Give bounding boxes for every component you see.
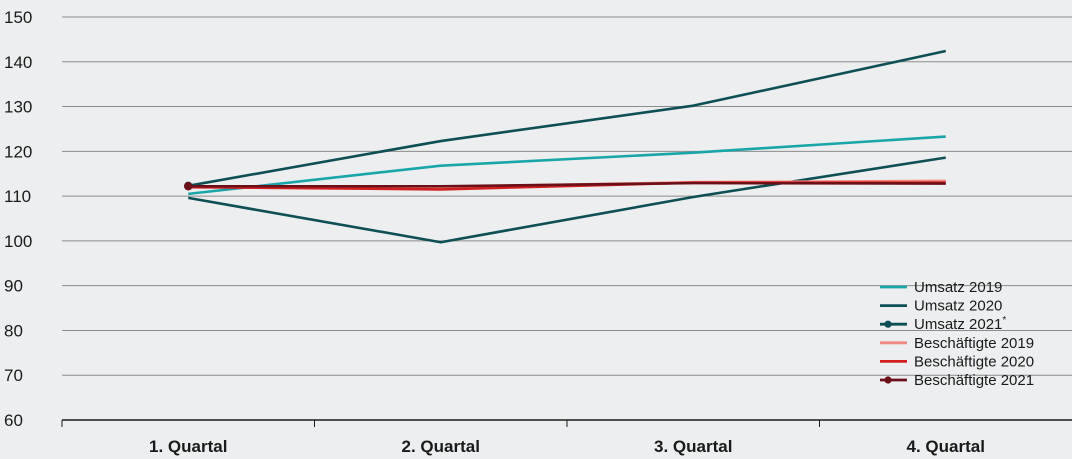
x-tick-label: 4. Quartal (907, 437, 985, 456)
y-axis-ticks: 60 70 80 90 100 110 120 130 140 150 (4, 8, 32, 430)
legend-marker (884, 376, 892, 384)
legend-item: Beschäftigte 2019 (880, 335, 1034, 352)
legend-item: Umsatz 2021* (880, 315, 1006, 333)
series-line-0 (188, 135, 946, 196)
legend-item: Umsatz 2019 (880, 279, 1002, 296)
grid-lines (62, 16, 1072, 376)
y-tick-label: 80 (4, 321, 23, 340)
series-marker-5 (184, 182, 193, 191)
y-tick-label: 90 (4, 277, 23, 296)
y-tick-label: 140 (4, 53, 32, 72)
legend-label: Beschäftigte 2019 (914, 335, 1034, 352)
legend-item: Umsatz 2020 (880, 298, 1002, 315)
legend-item: Beschäftigte 2020 (880, 353, 1034, 370)
x-axis: 1. Quartal 2. Quartal 3. Quartal 4. Quartal (61, 419, 1072, 456)
legend-label: Beschäftigte 2020 (914, 353, 1034, 370)
y-tick-label: 70 (4, 366, 23, 385)
y-tick-label: 150 (4, 8, 32, 27)
legend-label: Umsatz 2020 (914, 298, 1002, 315)
x-tick-label: 1. Quartal (149, 437, 227, 456)
y-tick-label: 100 (4, 232, 32, 251)
legend-label: Umsatz 2021* (914, 315, 1006, 333)
series-line-2 (188, 49, 947, 188)
y-tick-label: 130 (4, 98, 32, 117)
y-tick-label: 120 (4, 142, 32, 161)
legend-marker (884, 320, 892, 328)
y-tick-label: 60 (4, 411, 23, 430)
y-tick-label: 110 (4, 187, 31, 206)
x-tick-label: 3. Quartal (654, 437, 732, 456)
x-tick-label: 2. Quartal (402, 437, 480, 456)
legend-label: Umsatz 2019 (914, 279, 1002, 296)
legend-item: Beschäftigte 2021 (880, 372, 1034, 389)
series-lines (184, 49, 947, 244)
series-line-1 (188, 156, 946, 244)
series-line-5 (188, 181, 946, 188)
legend-label: Beschäftigte 2021 (914, 372, 1034, 389)
